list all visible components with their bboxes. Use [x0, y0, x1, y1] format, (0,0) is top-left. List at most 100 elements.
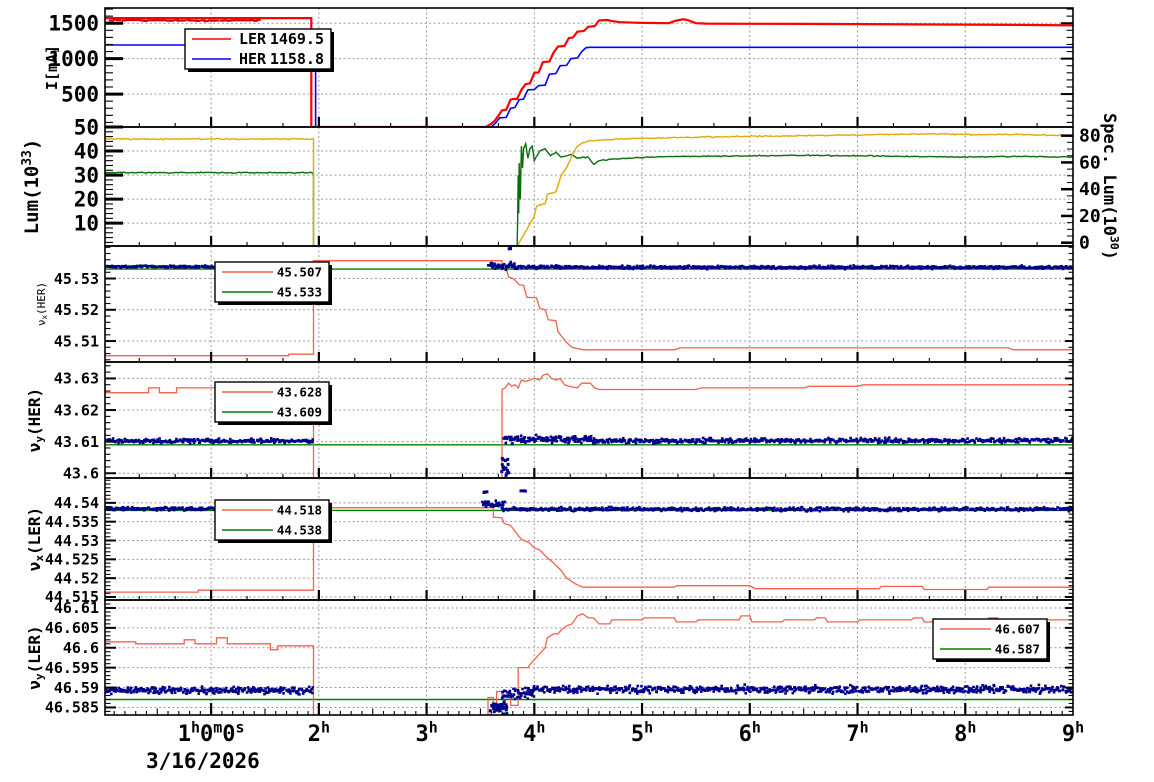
luminosity-grid: [105, 127, 1073, 246]
nux-ler-grid: [105, 478, 1073, 600]
ler-injection-dips: [108, 18, 261, 23]
legend-value: 45.533: [277, 285, 322, 300]
nux-ler-outlier-b: [519, 489, 527, 493]
nuy-her-ytick-43.63: 43.63: [54, 370, 99, 388]
spec-lum-ytick-20: 20: [1079, 206, 1101, 227]
nuy-ler-streak: [488, 700, 509, 715]
legend-label-HER: HER: [239, 50, 267, 68]
x-axis-date-label: 3/16/2026: [146, 749, 260, 773]
panel-nuy-her: 43.6 43.61 43.62 43.63 νy(HER) 43.628 43.609: [25, 361, 1074, 483]
panel-nux-ler: 44.51544.5244.52544.5344.53544.54νx(LER)…: [25, 477, 1074, 606]
x-tick-label-4h: 4h: [523, 719, 545, 747]
nux-ler-ytick-44.53: 44.53: [54, 532, 99, 550]
legend-label-LER: LER: [239, 30, 267, 48]
nux-ler-excursion: [481, 499, 507, 509]
nuy-her-tick-labels: 43.6 43.61 43.62 43.63: [54, 370, 99, 483]
nuy-her-measured-recovery: [502, 433, 600, 446]
her-current: [105, 44, 1073, 127]
legend-value: 43.628: [277, 385, 322, 400]
x-axis-labels: 1h0m0s 2h 3h 4h 5h 6h 7h 8h 9h: [178, 719, 1084, 747]
legend-nux-her: 45.507 45.533: [214, 261, 332, 305]
nux-her-measured-recovery: [487, 260, 517, 272]
panel-nux-her: 45.51 45.52 45.53 νx(HER) 45.507 45.533: [35, 245, 1074, 363]
beam-current-ytick-500: 500: [61, 82, 99, 106]
luminosity-ticks: [105, 125, 1073, 246]
luminosity-ytick-40: 40: [74, 139, 99, 163]
luminosity: [105, 132, 1073, 246]
nuy-her-streak: [500, 456, 511, 478]
nux-ler-ytick-44.54: 44.54: [54, 494, 99, 512]
spec-lum-ytick-80: 80: [1079, 126, 1101, 147]
luminosity-ytick-10: 10: [74, 212, 99, 236]
nux-her-measured-stable: [513, 264, 1073, 271]
nuy-ler-measured: [105, 685, 315, 696]
legend-value: 1158.8: [270, 50, 324, 68]
beam-current-ytick-1000: 1000: [48, 47, 99, 71]
spec-lum-ytick-60: 60: [1079, 152, 1101, 173]
nuy-ler-ytick-46.605: 46.605: [45, 619, 99, 637]
legend-nuy-ler: 46.607 46.587: [932, 618, 1050, 662]
luminosity-ytick-50: 50: [74, 115, 99, 139]
legend-nuy-her: 43.628 43.609: [214, 381, 332, 425]
nux-her-setpoint: [105, 260, 1073, 357]
nuy-her-measured: [105, 437, 314, 445]
spec-lum-axis-title: Spec. Lum(1030): [1099, 113, 1122, 260]
x-tick-label-6h: 6h: [739, 719, 761, 747]
x-tick-label-1h: 1h0m0s: [178, 719, 245, 747]
nux-her-ytick-45.51: 45.51: [54, 332, 99, 350]
specific-luminosity: [105, 141, 1073, 246]
luminosity-ytick-20: 20: [74, 187, 99, 211]
nux-ler-outlier-a: [482, 490, 489, 494]
luminosity-axis-title: Lum(1033): [20, 139, 43, 235]
legend-value: 44.518: [277, 503, 322, 518]
nuy-her-ytick-43.61: 43.61: [54, 433, 99, 451]
nuy-ler-ytick-46.59: 46.59: [54, 679, 99, 697]
luminosity-ytick-30: 30: [74, 163, 99, 187]
nuy-her-measured-stable: [597, 436, 1073, 446]
nuy-ler-ytick-46.61: 46.61: [54, 599, 99, 617]
nux-her-outlier: [507, 246, 512, 251]
nuy-her-ytick-43.6: 43.6: [63, 465, 99, 483]
x-tick-label-5h: 5h: [631, 719, 653, 747]
legend-value: 43.609: [277, 405, 322, 420]
nux-ler-ytick-44.52: 44.52: [54, 569, 99, 587]
legend-value: 1469.5: [270, 30, 324, 48]
nuy-ler-ytick-46.6: 46.6: [63, 639, 99, 657]
beam-current-axis-title: I[mA]: [43, 45, 61, 90]
nux-ler-ytick-44.535: 44.535: [45, 513, 99, 531]
nux-ler-measured-stable: [500, 505, 1073, 513]
nux-her-ytick-45.52: 45.52: [54, 301, 99, 319]
legend-value: 45.507: [277, 265, 322, 280]
x-tick-label-9h: 9h: [1062, 719, 1084, 747]
x-tick-label-2h: 2h: [308, 719, 330, 747]
nuy-ler-ytick-46.595: 46.595: [45, 659, 99, 677]
nux-her-axis-title: νx(HER): [35, 282, 49, 326]
legend-value: 44.538: [277, 523, 322, 538]
nuy-ler-tick-labels: 46.585 46.59 46.595 46.6 46.605 46.61: [45, 599, 99, 716]
nux-ler-setpoint: [105, 507, 1073, 593]
spec-lum-ytick-0: 0: [1079, 233, 1090, 254]
x-tick-label-8h: 8h: [954, 719, 976, 747]
nuy-ler-setpoint: [105, 613, 1073, 715]
beam-current-ytick-1500: 1500: [48, 12, 99, 36]
nuy-ler-ytick-46.585: 46.585: [45, 699, 99, 717]
nuy-ler-axis-title: νy(LER): [25, 625, 46, 689]
beam-current-tick-labels: 500 1000 1500: [48, 12, 99, 107]
nuy-her-axis-title: νy(HER): [25, 388, 46, 452]
nux-ler-ytick-44.515: 44.515: [45, 588, 99, 606]
nux-ler-axis-title: νx(LER): [25, 507, 46, 571]
nux-her-tick-labels: 45.51 45.52 45.53: [54, 270, 99, 351]
legend-value: 46.587: [995, 642, 1040, 657]
nuy-her-ytick-43.62: 43.62: [54, 401, 99, 419]
nuy-ler-measured-stable: [526, 683, 1073, 696]
legend-value: 46.607: [995, 622, 1040, 637]
beam-current-ticks: [105, 8, 1073, 127]
